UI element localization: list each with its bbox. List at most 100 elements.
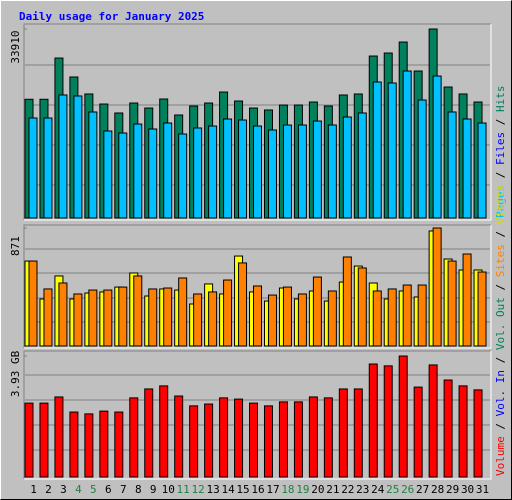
bar — [398, 355, 408, 478]
legend-separator: / — [494, 112, 507, 132]
bar — [163, 122, 173, 219]
bar — [357, 112, 367, 219]
bar — [189, 405, 199, 478]
bar — [477, 271, 487, 347]
legend-item: Hits — [494, 86, 507, 113]
plot-edge-dark — [23, 23, 491, 220]
bar — [312, 276, 322, 347]
bar — [99, 410, 109, 478]
bar — [253, 285, 263, 347]
bar — [402, 284, 412, 347]
bar — [43, 117, 53, 219]
plot-edge-dark — [23, 350, 491, 479]
bar — [118, 132, 128, 219]
x-tick-label: 26 — [401, 483, 414, 496]
plot-edge-light — [24, 225, 492, 349]
bar — [372, 290, 382, 347]
bar — [249, 402, 259, 478]
bar — [144, 388, 154, 478]
bar — [253, 125, 263, 219]
bar — [103, 289, 113, 347]
x-tick-label: 25 — [386, 483, 399, 496]
bar — [39, 402, 49, 478]
bar — [118, 286, 128, 347]
bar — [413, 386, 423, 478]
bar — [327, 290, 337, 347]
bar — [428, 364, 438, 478]
x-tick-label: 21 — [326, 483, 339, 496]
bar — [69, 411, 79, 478]
bar — [402, 70, 412, 219]
legend-item: Files — [494, 132, 507, 165]
bar — [159, 385, 169, 478]
bar — [357, 267, 367, 347]
bar — [129, 397, 139, 478]
bar — [103, 130, 113, 219]
bar — [443, 379, 453, 478]
bar — [383, 365, 393, 478]
x-tick-label: 31 — [476, 483, 489, 496]
x-tick-label: 16 — [251, 483, 264, 496]
bar — [178, 277, 188, 347]
x-tick-label: 2 — [45, 483, 52, 496]
x-tick-label: 3 — [60, 483, 67, 496]
x-tick-label: 15 — [236, 483, 249, 496]
x-tick-label: 5 — [90, 483, 97, 496]
bar — [88, 289, 98, 347]
bar — [372, 81, 382, 219]
bar — [58, 282, 68, 347]
bar — [223, 279, 233, 347]
x-tick-label: 17 — [266, 483, 279, 496]
bar — [73, 95, 83, 219]
legend: Pages / Files / Hits — [494, 86, 507, 219]
x-tick-label: 22 — [341, 483, 354, 496]
y-tick-label: 3.93 GB — [9, 350, 22, 397]
bar — [193, 127, 203, 219]
bar — [368, 363, 378, 478]
bar — [432, 227, 442, 347]
bar — [267, 129, 277, 219]
x-tick-label: 27 — [416, 483, 429, 496]
y-tick-label: 871 — [9, 236, 22, 256]
bar — [148, 288, 158, 347]
bar — [417, 99, 427, 219]
legend-item: Vol. Out — [494, 297, 507, 350]
bar — [88, 111, 98, 219]
bar — [462, 253, 472, 347]
bar — [208, 291, 218, 347]
bar — [267, 294, 277, 347]
x-tick-label: 28 — [431, 483, 444, 496]
bar — [204, 403, 214, 478]
legend-separator: / — [494, 224, 507, 244]
bar — [342, 256, 352, 347]
x-tick-label: 24 — [371, 483, 385, 496]
legend-separator: / — [494, 165, 507, 185]
bar — [338, 388, 348, 478]
legend-separator: / — [494, 277, 507, 297]
bar — [223, 118, 233, 219]
bar — [114, 411, 124, 478]
plot-edge-light — [24, 24, 492, 221]
legend-item: Sites — [494, 244, 507, 277]
x-tick-label: 6 — [105, 483, 112, 496]
bar — [219, 397, 229, 478]
x-tick-label: 18 — [281, 483, 294, 496]
bar — [73, 293, 83, 347]
x-tick-label: 19 — [296, 483, 309, 496]
chart-title: Daily usage for January 2025 — [19, 10, 204, 23]
legend-separator: / — [494, 416, 507, 436]
bar — [278, 401, 288, 478]
y-tick-label: 33910 — [9, 30, 22, 63]
legend: Volume / Vol. In / Vol. Out / Sites / Vi… — [494, 185, 507, 476]
x-tick-label: 14 — [221, 483, 235, 496]
bar — [234, 398, 244, 478]
bar — [178, 133, 188, 219]
bar — [477, 122, 487, 219]
bar — [417, 284, 427, 347]
bar — [28, 117, 38, 219]
bar — [323, 397, 333, 478]
bar — [447, 260, 457, 347]
x-tick-label: 23 — [356, 483, 369, 496]
